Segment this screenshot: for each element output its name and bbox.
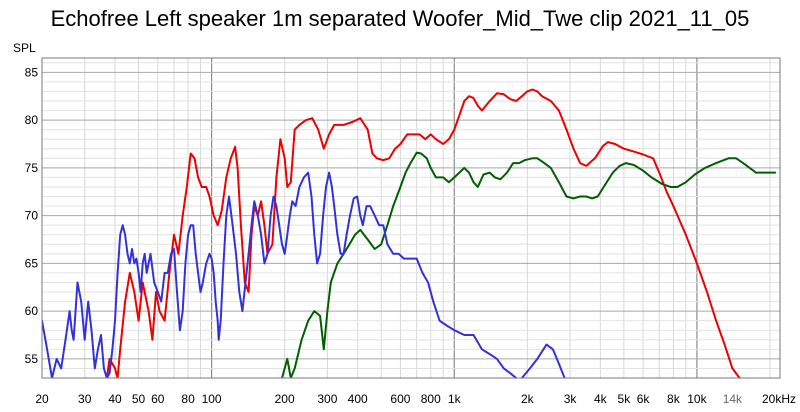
- x-tick-label: 50: [132, 392, 146, 406]
- y-tick-label: 80: [25, 113, 39, 127]
- x-tick-label: 200: [275, 392, 295, 406]
- series-line-4: [520, 343, 566, 378]
- x-tick-label: 1k: [448, 392, 462, 406]
- series-line-1: [105, 88, 741, 378]
- x-tick-label: 4k: [594, 392, 608, 406]
- y-tick-label: 85: [25, 65, 39, 79]
- x-tick-label: 20: [35, 392, 49, 406]
- y-tick-label: 65: [25, 256, 39, 270]
- y-tick-label: 55: [25, 352, 39, 366]
- x-tick-label: 30: [78, 392, 92, 406]
- x-tick-label: 400: [348, 392, 368, 406]
- x-tick-label: 20kHz: [762, 392, 796, 406]
- y-tick-label: 70: [25, 209, 39, 223]
- x-tick-label: 80: [181, 392, 195, 406]
- plot-frame: [41, 57, 781, 379]
- x-tick-label: 40: [108, 392, 122, 406]
- series-layer: [42, 88, 777, 378]
- ticks-layer: 55 60 65 70 75 80 85 20 30 40 50 60 80 100 200 300 400 60…: [25, 65, 796, 406]
- x-tick-label: 14k: [723, 392, 743, 406]
- x-tick-label: 8k: [667, 392, 681, 406]
- x-tick-label: 800: [421, 392, 441, 406]
- chart-title: Echofree Left speaker 1m separated Woofe…: [50, 6, 750, 31]
- x-tick-label: 100: [202, 392, 222, 406]
- y-tick-label: 75: [25, 161, 39, 175]
- y-tick-label: 60: [25, 304, 39, 318]
- grid-layer: [41, 58, 780, 379]
- x-tick-label: 60: [151, 392, 165, 406]
- y-axis-label: SPL: [13, 41, 36, 55]
- x-tick-label: 600: [390, 392, 410, 406]
- series-line-3: [42, 171, 518, 378]
- x-tick-label: 6k: [637, 392, 651, 406]
- series-line-2: [281, 151, 777, 378]
- x-tick-label: 5k: [618, 392, 632, 406]
- x-tick-label: 300: [317, 392, 337, 406]
- x-tick-label: 2k: [521, 392, 535, 406]
- x-tick-label: 3k: [564, 392, 578, 406]
- x-tick-label: 10k: [687, 392, 707, 406]
